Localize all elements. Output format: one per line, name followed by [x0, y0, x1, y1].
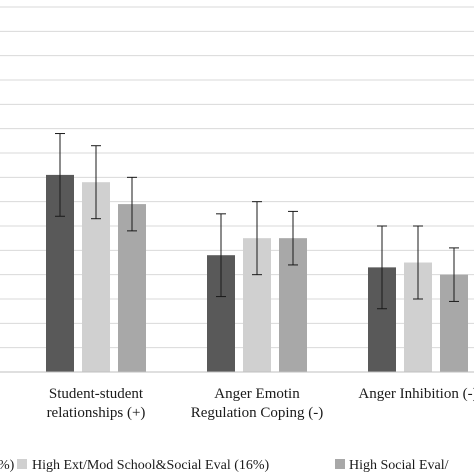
category-label: Student-student	[49, 386, 144, 402]
category-label: Regulation Coping (-)	[191, 405, 323, 421]
gridlines	[0, 6, 474, 349]
legend-label: High Ext/Mod School&Social Eval (16%)	[32, 458, 270, 473]
bar	[118, 204, 146, 372]
category-label: Anger Inhibition (-)	[358, 386, 474, 402]
category-labels: Student-student relationships (+) Anger Em…	[47, 386, 474, 421]
legend: %) High Ext/Mod School&Social Eval (16%) H…	[0, 458, 449, 473]
category-label: Anger Emotin	[214, 386, 300, 402]
legend-label: %)	[0, 458, 15, 473]
legend-label: High Social Eval/	[349, 458, 449, 473]
legend-swatch	[17, 459, 27, 469]
error-bars	[55, 133, 459, 310]
category-label: relationships (+)	[47, 405, 146, 421]
legend-swatch	[335, 459, 345, 469]
bars	[46, 174, 468, 372]
